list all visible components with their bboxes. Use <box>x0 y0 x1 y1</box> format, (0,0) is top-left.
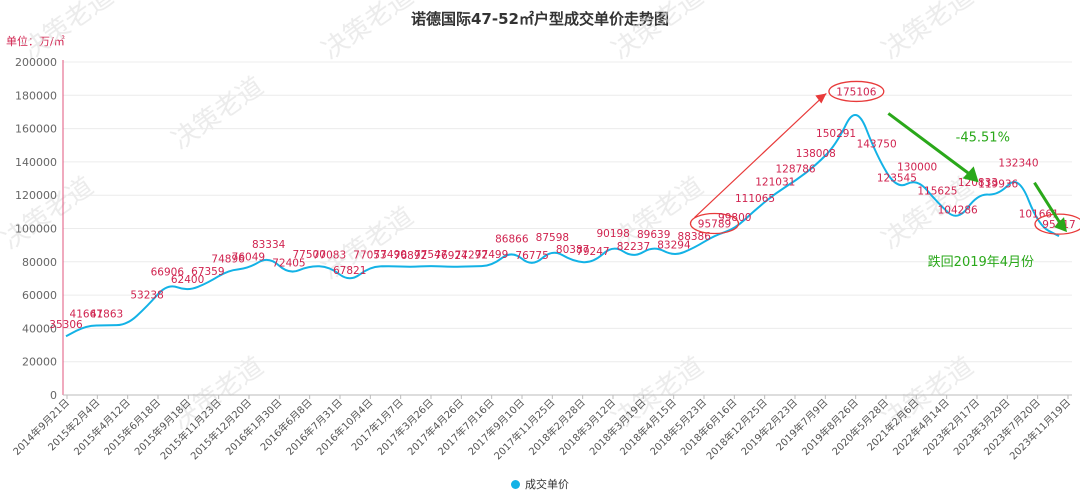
x-tick-label: 2014年9月21日 <box>10 396 72 458</box>
data-label: 77490 <box>374 249 407 261</box>
y-tick-label: 160000 <box>15 123 57 136</box>
data-label: 79247 <box>576 246 609 258</box>
y-tick-label: 200000 <box>15 56 57 69</box>
fall-arrow-end-head <box>1054 217 1067 233</box>
watermark-text: 决策老道 <box>317 0 419 66</box>
data-label: 83334 <box>252 239 286 251</box>
y-axis-unit-label: 单位：万/㎡ <box>6 35 65 48</box>
data-label: 77547 <box>414 249 447 261</box>
legend-label: 成交单价 <box>525 478 569 491</box>
data-label: 72405 <box>272 257 305 269</box>
data-label: 67359 <box>191 266 224 278</box>
data-label: 120833 <box>958 177 998 189</box>
data-label: 86866 <box>495 233 529 245</box>
y-tick-label: 180000 <box>15 89 57 102</box>
data-label: 77500 <box>292 249 325 261</box>
y-tick-labels: 0 20000 40000 60000 80000 100000 120000 140000 1… <box>15 56 57 402</box>
y-tick-label: 120000 <box>15 189 57 202</box>
highlight-ellipse <box>689 212 740 235</box>
data-label: 87598 <box>536 232 569 244</box>
data-label: 66906 <box>151 267 185 279</box>
legend-marker <box>511 480 520 489</box>
chart-axes <box>62 60 1072 396</box>
highlight-ellipse <box>1034 213 1080 235</box>
data-label: 76049 <box>232 251 265 263</box>
data-label: 80387 <box>556 244 589 256</box>
data-label: 138008 <box>796 148 836 160</box>
data-label: 76775 <box>515 250 548 262</box>
data-label: 150291 <box>816 128 856 140</box>
fall-arrow <box>887 112 974 178</box>
data-label: 77499 <box>475 249 508 261</box>
x-tick-label: 2019年7月9日 <box>773 396 830 453</box>
y-tick-label: 20000 <box>22 356 57 369</box>
y-tick-label: 0 <box>50 389 57 402</box>
price-return-note: 跌回2019年4月份 <box>928 254 1034 270</box>
y-tick-label: 140000 <box>15 156 57 169</box>
chart-title: 诺德国际47-52㎡户型成交单价走势图 <box>411 10 669 28</box>
data-label: 95789 <box>698 219 731 231</box>
data-label: 104286 <box>938 204 978 216</box>
series-line-成交单价 <box>65 114 1060 338</box>
data-label: 123545 <box>877 172 917 184</box>
fall-arrow-head <box>962 166 979 183</box>
data-label: 175106 <box>836 86 876 98</box>
data-label: 76892 <box>394 250 427 262</box>
data-label: 101661 <box>1019 209 1059 221</box>
data-label: 82237 <box>617 241 650 253</box>
data-label: 53238 <box>130 289 163 301</box>
x-tick-label: 2017年1月7日 <box>348 396 405 453</box>
x-tick-label: 2016年6月8日 <box>257 396 314 453</box>
data-label: 89639 <box>637 229 670 241</box>
y-tick-label: 60000 <box>22 289 57 302</box>
watermark-text: 决策老道 <box>0 171 99 255</box>
data-label: 76924 <box>434 250 468 262</box>
data-label: 121031 <box>755 176 795 188</box>
data-label: 77053 <box>353 250 386 262</box>
fall-arrow-end <box>1033 181 1064 227</box>
x-tick-labels: 2014年9月21日2015年2月4日2015年4月12日2015年6月18日2… <box>10 395 1073 462</box>
watermark-text: 决策老道 <box>607 0 709 66</box>
data-label: 62400 <box>171 274 204 286</box>
data-label: 67821 <box>333 265 366 277</box>
watermark-text: 决策老道 <box>167 71 269 155</box>
annotation-layer: -45.51% 跌回2019年4月份 <box>694 93 1067 270</box>
rise-arrow <box>694 93 827 218</box>
data-label: 35306 <box>49 319 83 331</box>
y-tick-label: 80000 <box>22 256 57 269</box>
data-label: 77292 <box>455 249 488 261</box>
data-label: 88386 <box>678 231 712 243</box>
data-label: 143750 <box>857 139 897 151</box>
data-label: 119936 <box>978 178 1018 190</box>
data-label: 99800 <box>718 212 751 224</box>
data-label: 128786 <box>776 164 816 176</box>
data-label: 83294 <box>657 239 691 251</box>
drop-percentage-annotation: -45.51% <box>956 130 1010 145</box>
data-label: 111065 <box>735 193 775 205</box>
y-tick-label: 100000 <box>15 223 57 236</box>
rise-arrow-head <box>815 93 827 104</box>
data-label: 115625 <box>917 185 957 197</box>
data-label: 77083 <box>313 250 346 262</box>
data-label: 41667 <box>70 309 103 321</box>
y-tick-label: 40000 <box>22 322 57 335</box>
x-tick-label: 2015年2月4日 <box>45 396 102 453</box>
highlight-ellipse <box>828 80 885 103</box>
data-label: 41863 <box>90 308 123 320</box>
data-label: 130000 <box>897 162 937 174</box>
data-label: 74896 <box>211 253 245 265</box>
watermark-text: 决策老道 <box>877 0 979 66</box>
data-label: 90198 <box>596 228 629 240</box>
data-label: 132340 <box>998 158 1038 170</box>
chart-legend[interactable]: 成交单价 <box>0 476 1080 492</box>
